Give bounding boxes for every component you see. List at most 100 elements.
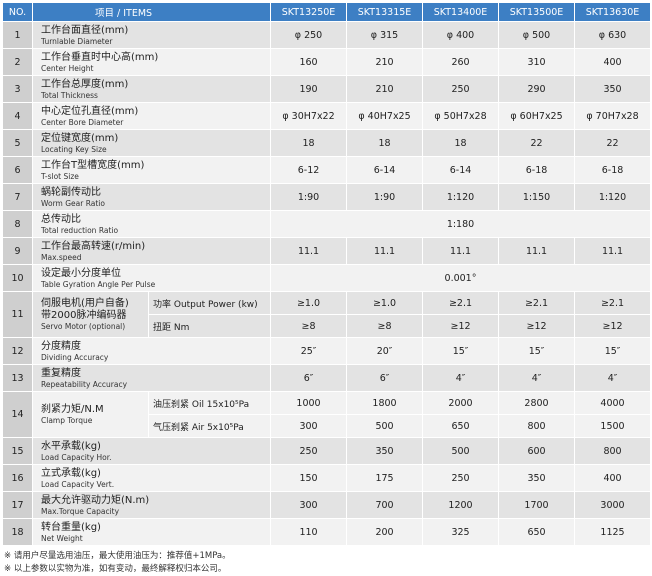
header-model: SKT13630E	[574, 2, 652, 22]
row-number: 9	[2, 237, 33, 265]
cell-value: 350	[498, 464, 576, 492]
cell-value: 150	[270, 464, 348, 492]
cell-value: 3000	[574, 491, 652, 519]
cell-value: φ 60H7x25	[498, 102, 576, 130]
cell-value: 250	[270, 437, 348, 465]
cell-value: 22	[498, 129, 576, 157]
item-name: 分度精度 Dividing Accuracy	[31, 337, 272, 365]
cell-value: 1125	[574, 518, 652, 546]
header-no: NO.	[2, 2, 33, 22]
cell-value: ≥2.1	[574, 291, 652, 315]
item-name: 工作台总厚度(mm) Total Thickness	[31, 75, 272, 103]
cell-value: 1:120	[422, 183, 500, 211]
cell-value: φ 50H7x28	[422, 102, 500, 130]
table-row: 10 设定最小分度单位 Table Gyration Angle Per Puls…	[2, 264, 652, 292]
cell-value: 18	[422, 129, 500, 157]
merged-value: 0.001°	[270, 264, 652, 292]
cell-value: 11.1	[346, 237, 424, 265]
cell-value: ≥2.1	[422, 291, 500, 315]
item-name: 水平承载(kg) Load Capacity Hor.	[31, 437, 272, 465]
cell-value: ≥12	[498, 314, 576, 338]
table-header: NO. 项目 / ITEMS SKT13250E SKT13315E SKT13…	[2, 2, 652, 22]
table-row: 13 重复精度 Repeatability Accuracy 6″ 6″ 4″ 4…	[2, 364, 652, 392]
cell-value: 400	[574, 464, 652, 492]
cell-value: ≥8	[346, 314, 424, 338]
row-number: 5	[2, 129, 33, 157]
row-number: 2	[2, 48, 33, 76]
cell-value: 250	[422, 75, 500, 103]
cell-value: 6-12	[270, 156, 348, 184]
cell-value: 190	[270, 75, 348, 103]
cell-value: 1800	[346, 391, 424, 415]
table-row: 2 工作台垂直时中心高(mm) Center Height 160 210 260…	[2, 48, 652, 76]
cell-value: 210	[346, 75, 424, 103]
cell-value: 25″	[270, 337, 348, 365]
table-row: 4 中心定位孔直径(mm) Center Bore Diameter φ 30H7…	[2, 102, 652, 130]
row-number: 4	[2, 102, 33, 130]
cell-value: 6″	[346, 364, 424, 392]
cell-value: φ 315	[346, 21, 424, 49]
cell-value: 20″	[346, 337, 424, 365]
item-name: 工作台垂直时中心高(mm) Center Height	[31, 48, 272, 76]
cell-value: 1:150	[498, 183, 576, 211]
cell-value: 1:120	[574, 183, 652, 211]
sub-item-label: 功率 Output Power (kw)	[147, 291, 272, 315]
row-number: 1	[2, 21, 33, 49]
cell-value: ≥8	[270, 314, 348, 338]
merged-value: 1:180	[270, 210, 652, 238]
cell-value: 250	[422, 464, 500, 492]
row-number: 10	[2, 264, 33, 292]
table-row: 11 伺服电机(用户自备) 带2000脉冲编码器 Servo Motor (opti…	[2, 291, 652, 338]
row-number: 6	[2, 156, 33, 184]
item-name: 中心定位孔直径(mm) Center Bore Diameter	[31, 102, 272, 130]
header-model: SKT13250E	[270, 2, 348, 22]
cell-value: 325	[422, 518, 500, 546]
item-name: 立式承载(kg) Load Capacity Vert.	[31, 464, 272, 492]
cell-value: 4″	[574, 364, 652, 392]
cell-value: 200	[346, 518, 424, 546]
cell-value: φ 40H7x25	[346, 102, 424, 130]
cell-value: 500	[422, 437, 500, 465]
header-items: 项目 / ITEMS	[31, 2, 272, 22]
cell-value: 6-18	[574, 156, 652, 184]
header-model: SKT13500E	[498, 2, 576, 22]
row-number: 7	[2, 183, 33, 211]
header-model: SKT13400E	[422, 2, 500, 22]
sub-item-label: 油压刹紧 Oil 15x10⁵Pa	[147, 391, 272, 415]
sub-item-label: 扭距 Nm	[147, 314, 272, 338]
cell-value: 650	[498, 518, 576, 546]
cell-value: 4″	[422, 364, 500, 392]
item-name: 工作台最高转速(r/min) Max.speed	[31, 237, 272, 265]
row-number: 16	[2, 464, 33, 492]
cell-value: ≥12	[422, 314, 500, 338]
cell-value: 600	[498, 437, 576, 465]
cell-value: 1200	[422, 491, 500, 519]
table-row: 7 蜗轮副传动比 Worm Gear Ratio 1:90 1:90 1:120 …	[2, 183, 652, 211]
table-row: 扭距 Nm ≥8 ≥8 ≥12 ≥12 ≥12	[3, 314, 652, 338]
cell-value: 500	[346, 414, 424, 438]
table-row: 8 总传动比 Total reduction Ratio 1:180	[2, 210, 652, 238]
cell-value: ≥1.0	[346, 291, 424, 315]
cell-value: 260	[422, 48, 500, 76]
cell-value: 1:90	[270, 183, 348, 211]
cell-value: 11.1	[422, 237, 500, 265]
table-row: 14 刹紧力矩/N.M Clamp Torque 油压刹紧 Oil 15x10⁵P…	[2, 391, 652, 438]
cell-value: 6-18	[498, 156, 576, 184]
table-row: 12 分度精度 Dividing Accuracy 25″ 20″ 15″ 15″…	[2, 337, 652, 365]
row-number: 17	[2, 491, 33, 519]
cell-value: 300	[270, 414, 348, 438]
cell-value: 4″	[498, 364, 576, 392]
cell-value: 290	[498, 75, 576, 103]
cell-value: ≥1.0	[270, 291, 348, 315]
cell-value: 350	[346, 437, 424, 465]
row-number: 8	[2, 210, 33, 238]
footnote: ※ 以上参数以实物为准，如有变动，最终解释权归本公司。	[4, 564, 227, 574]
cell-value: 22	[574, 129, 652, 157]
item-name: 工作台T型槽宽度(mm) T-slot Size	[31, 156, 272, 184]
item-name: 设定最小分度单位 Table Gyration Angle Per Pulse	[31, 264, 272, 292]
row-number: 14	[2, 391, 33, 438]
cell-value: φ 30H7x22	[270, 102, 348, 130]
row-number: 18	[2, 518, 33, 546]
cell-value: φ 70H7x28	[574, 102, 652, 130]
